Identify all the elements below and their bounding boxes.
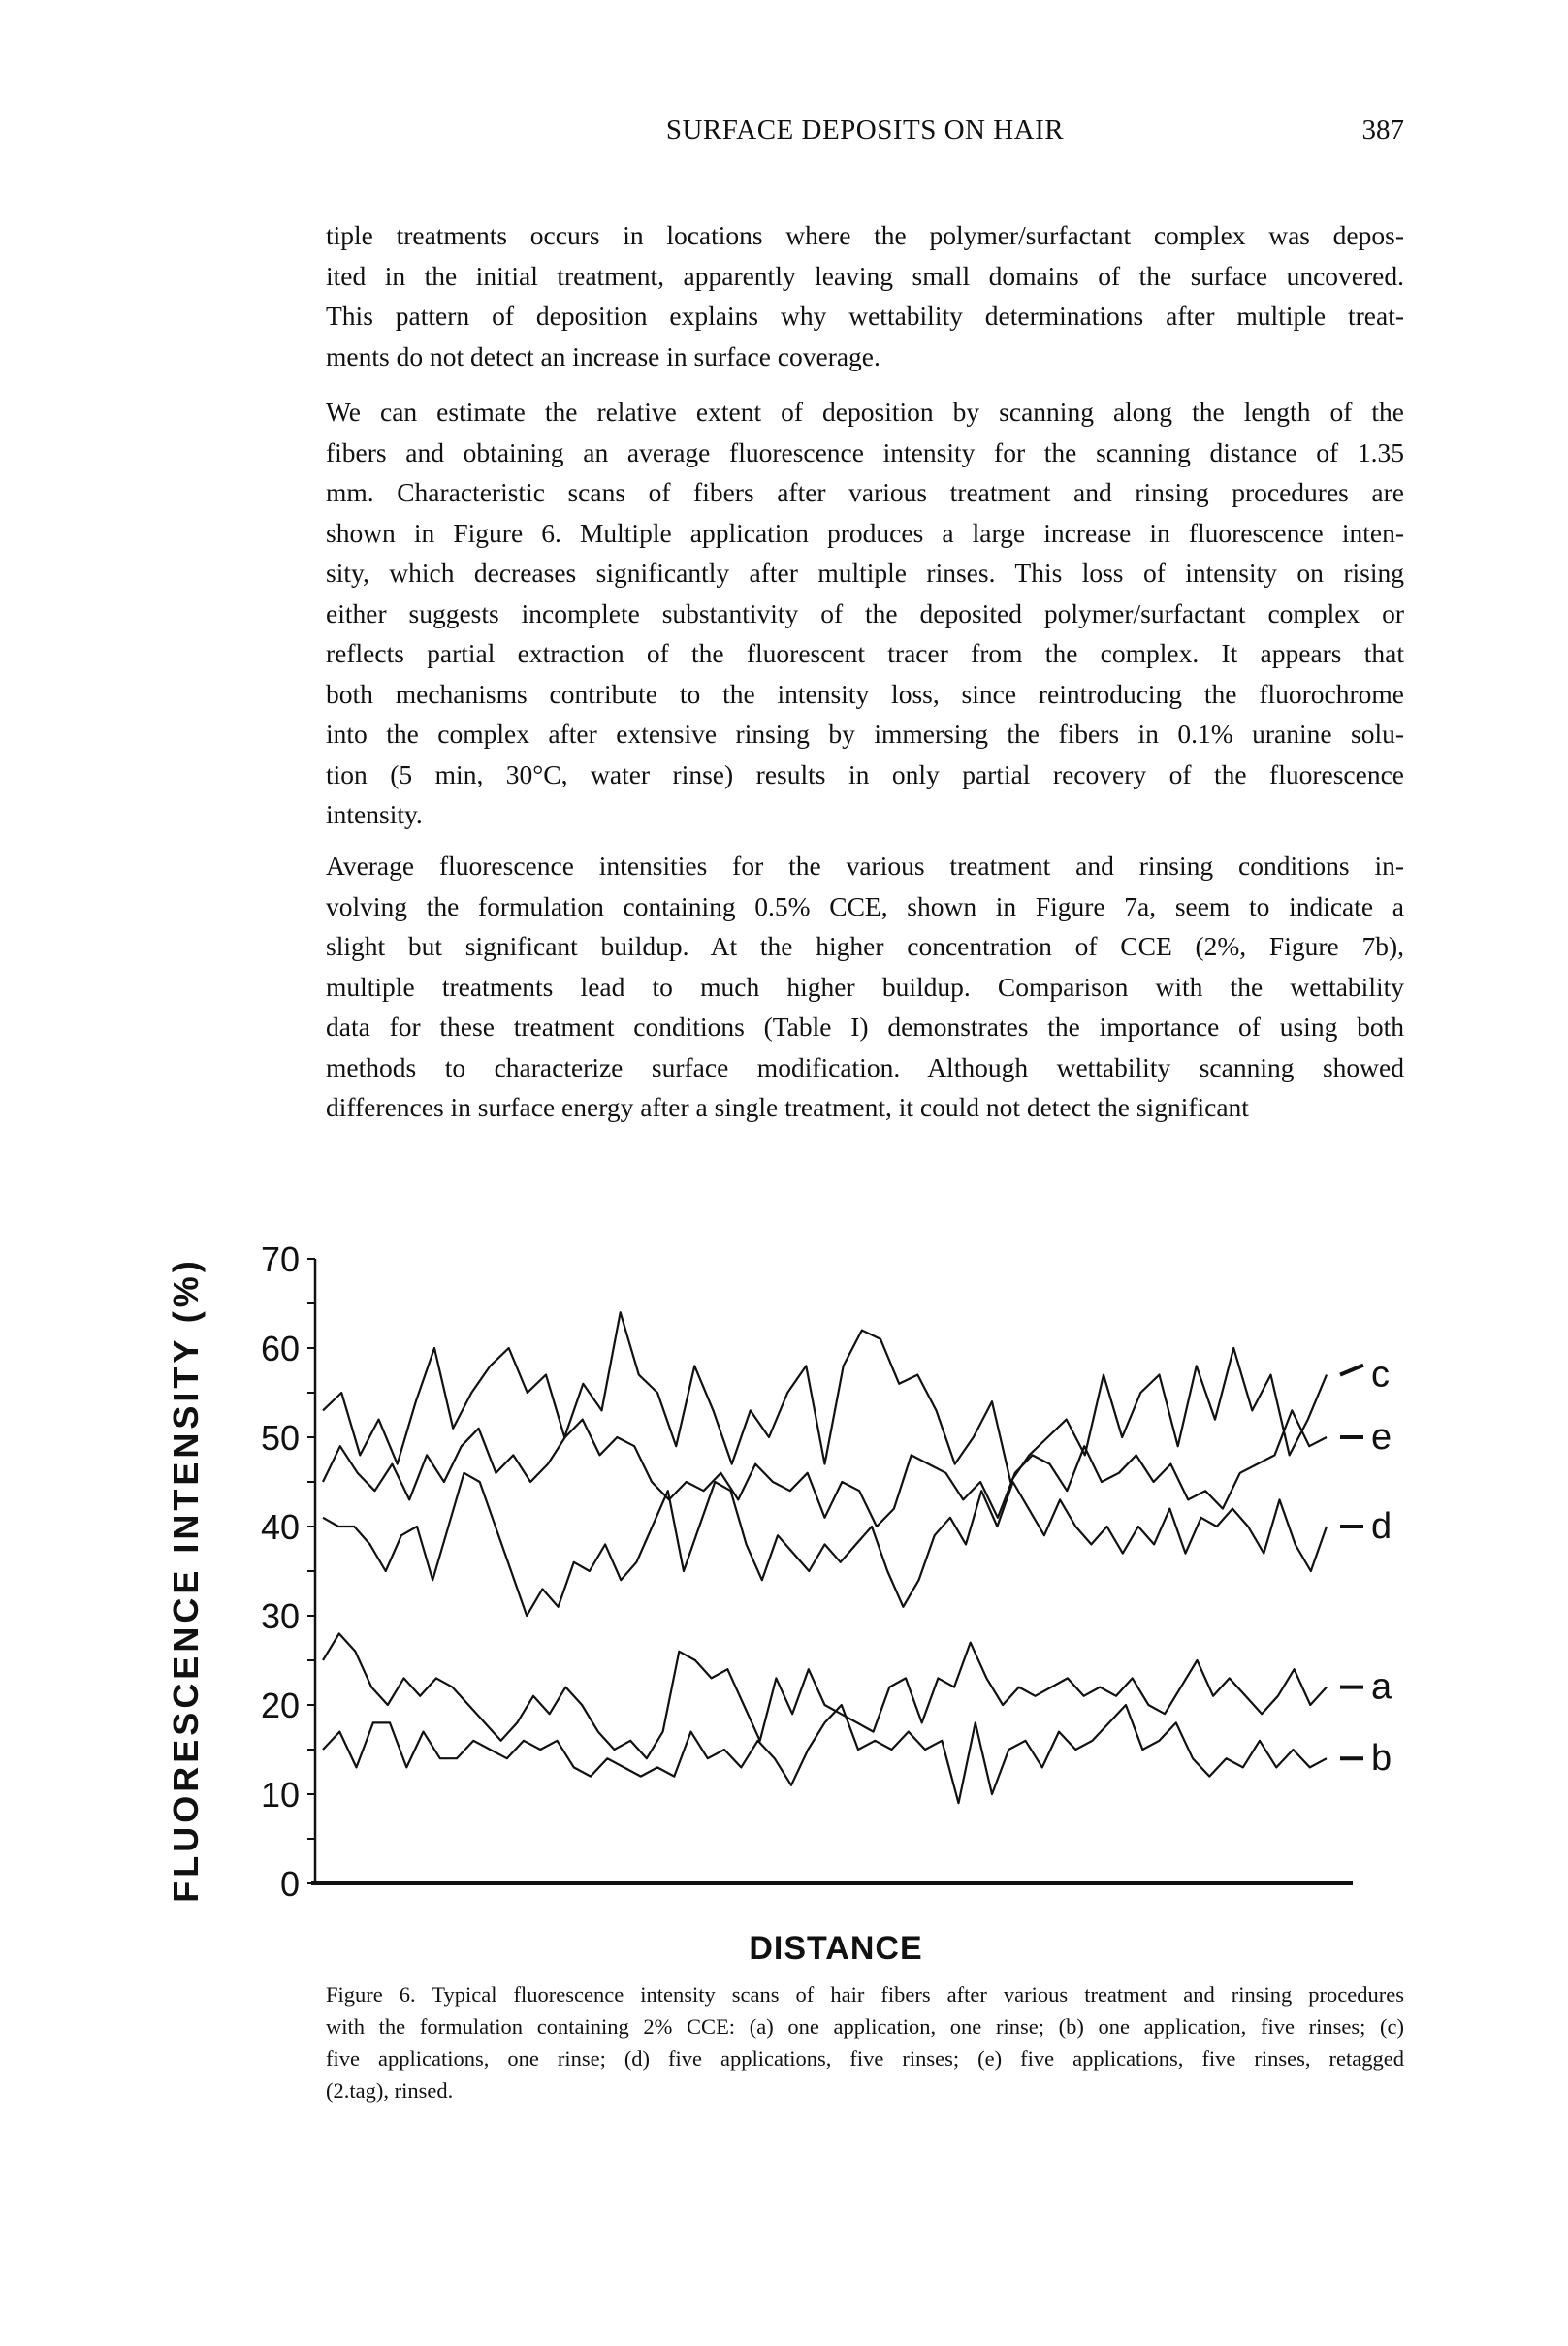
series-label-e: e — [1371, 1417, 1392, 1458]
text-line: both mechanisms contribute to the intens… — [326, 678, 1404, 709]
series-label-b: b — [1371, 1738, 1392, 1779]
y-tick-label: 40 — [261, 1507, 300, 1547]
series-line-c — [322, 1311, 1328, 1484]
page-header: SURFACE DEPOSITS ON HAIR 387 — [326, 114, 1404, 153]
text-line: shown in Figure 6. Multiple application … — [326, 517, 1404, 548]
series-label-d: d — [1371, 1506, 1392, 1547]
y-tick-label: 50 — [261, 1418, 300, 1458]
paragraph-1: tiple treatments occurs in locations whe… — [326, 215, 1404, 376]
text-line: fibers and obtaining an average fluoresc… — [326, 436, 1404, 467]
text-line: slight but significant buildup. At the h… — [326, 931, 1404, 961]
caption-line: Figure 6. Typical fluorescence intensity… — [326, 1982, 1404, 2007]
x-axis-label: DISTANCE — [749, 1930, 923, 1967]
text-line: differences in surface energy after a si… — [326, 1092, 1249, 1122]
series-label-a: a — [1371, 1667, 1392, 1708]
running-title: SURFACE DEPOSITS ON HAIR — [665, 114, 1065, 145]
paragraph-3: Average fluorescence intensities for the… — [326, 846, 1404, 1128]
series-line-e — [322, 1409, 1328, 1528]
caption-line: five applications, one rinse; (d) five a… — [326, 2046, 1404, 2071]
text-line: sity, which decreases significantly afte… — [326, 558, 1404, 588]
text-line: volving the formulation containing 0.5% … — [326, 890, 1404, 921]
series-line-d — [322, 1471, 1328, 1618]
text-line: ments do not detect an increase in surfa… — [326, 340, 880, 371]
y-tick-label: 70 — [261, 1239, 300, 1279]
series-leader-c — [1339, 1363, 1364, 1377]
y-tick-label: 0 — [280, 1864, 300, 1904]
caption-line: (2.tag), rinsed. — [326, 2078, 454, 2103]
text-line: reflects partial extraction of the fluor… — [326, 638, 1404, 668]
text-line: tiple treatments occurs in locations whe… — [326, 220, 1404, 250]
text-line: Average fluorescence intensities for the… — [326, 851, 1404, 881]
y-tick-label: 10 — [261, 1775, 300, 1815]
text-line: data for these treatment conditions (Tab… — [326, 1012, 1404, 1042]
text-line: methods to characterize surface modifica… — [326, 1051, 1404, 1082]
series-line-b — [322, 1703, 1328, 1805]
text-line: either suggests incomplete substantivity… — [326, 597, 1404, 628]
series-label-c: c — [1371, 1355, 1390, 1396]
text-line: We can estimate the relative extent of d… — [326, 397, 1404, 427]
caption-line: with the formulation containing 2% CCE: … — [326, 2014, 1404, 2039]
series-line-a — [322, 1632, 1328, 1760]
text-line: ited in the initial treatment, apparentl… — [326, 260, 1404, 291]
y-tick-label: 20 — [261, 1686, 300, 1725]
text-line: multiple treatments lead to much higher … — [326, 971, 1404, 1002]
text-line: mm. Characteristic scans of fibers after… — [326, 477, 1404, 507]
y-tick-label: 60 — [261, 1329, 300, 1368]
text-line: intensity. — [326, 799, 423, 829]
y-tick-label: 30 — [261, 1596, 300, 1636]
text-line: This pattern of deposition explains why … — [326, 301, 1404, 331]
text-line: tion (5 min, 30°C, water rinse) results … — [326, 758, 1404, 789]
page-number: 387 — [1361, 114, 1405, 145]
text-line: into the complex after extensive rinsing… — [326, 719, 1404, 749]
paragraph-2: We can estimate the relative extent of d… — [326, 392, 1404, 835]
figure-caption: Figure 6. Typical fluorescence intensity… — [326, 1978, 1404, 2106]
